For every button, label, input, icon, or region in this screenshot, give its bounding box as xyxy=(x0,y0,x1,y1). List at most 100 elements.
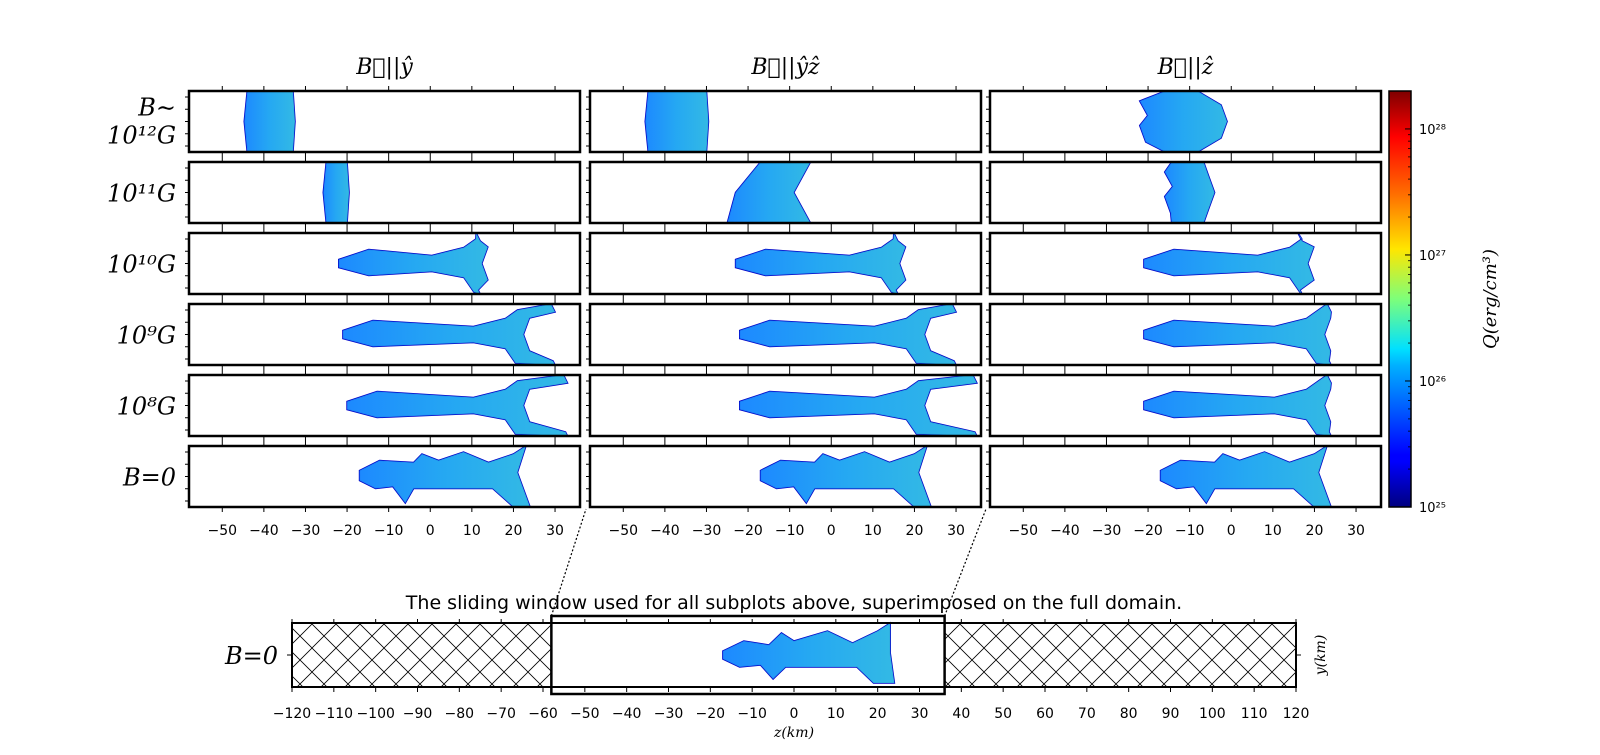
x-tick-label: 30 xyxy=(546,523,564,539)
heat-region xyxy=(337,233,489,294)
panel-r4-c1 xyxy=(185,299,582,370)
panel-r1-c2 xyxy=(586,86,983,157)
x-tick-label: −30 xyxy=(291,523,321,539)
bottom-x-tick-label: −70 xyxy=(486,706,516,722)
heat-region xyxy=(1143,304,1332,365)
heat-region xyxy=(738,304,958,365)
x-tick-label: −10 xyxy=(1175,523,1205,539)
heat-region xyxy=(1143,375,1332,436)
row-label-line2: 10¹²G xyxy=(107,122,176,150)
column-title-2: B⃗||ŷẑ xyxy=(750,55,820,80)
x-tick-label: 20 xyxy=(505,523,523,539)
x-tick-label: 30 xyxy=(1347,523,1365,539)
row-label: 10¹¹G xyxy=(107,180,176,208)
colorbar-tick-label: 10²⁷ xyxy=(1419,249,1446,264)
panel-r6-c3 xyxy=(986,441,1383,512)
bottom-x-tick-label: 30 xyxy=(911,706,929,722)
x-tick-label: 20 xyxy=(906,523,924,539)
x-tick-label: 0 xyxy=(426,523,435,539)
colorbar-bar xyxy=(1388,90,1412,508)
bottom-x-tick-label: 100 xyxy=(1199,706,1226,722)
x-tick-label: 20 xyxy=(1306,523,1324,539)
heat-region xyxy=(759,446,932,507)
x-tick-label: −40 xyxy=(249,523,279,539)
panel-r1-c3 xyxy=(986,86,1383,157)
colorbar-tick-label: 10²⁸ xyxy=(1419,123,1446,138)
bottom-x-tick-label: 0 xyxy=(790,706,799,722)
bottom-x-tick-label: 90 xyxy=(1162,706,1180,722)
bottom-x-tick-label: −90 xyxy=(403,706,433,722)
column-title-1: B⃗||ŷ xyxy=(355,55,413,80)
bottom-x-tick-label: −10 xyxy=(737,706,767,722)
colorbar-tick-label: 10²⁵ xyxy=(1419,501,1446,516)
bottom-x-tick-label: −30 xyxy=(654,706,684,722)
panel-r4-c2 xyxy=(586,299,983,370)
panel-r3-c1 xyxy=(185,228,582,299)
bottom-x-tick-label: 70 xyxy=(1078,706,1096,722)
heat-region xyxy=(1143,233,1315,294)
bottom-x-tick-label: 50 xyxy=(994,706,1012,722)
bottom-x-tick-label: 10 xyxy=(827,706,845,722)
bottom-ylabel: y(km) xyxy=(1313,635,1329,677)
heat-region xyxy=(243,91,296,152)
heat-region xyxy=(322,162,350,223)
row-label: 10⁹G xyxy=(117,322,176,350)
x-tick-label: −40 xyxy=(650,523,680,539)
panel-r1-c1 xyxy=(185,86,582,157)
bottom-x-tick-label: 60 xyxy=(1036,706,1054,722)
column-title-3: B⃗||ẑ xyxy=(1157,55,1214,80)
bottom-x-tick-label: −40 xyxy=(612,706,642,722)
x-tick-label: −40 xyxy=(1050,523,1080,539)
bottom-x-tick-label: −100 xyxy=(356,706,394,722)
heat-region xyxy=(1163,162,1216,223)
heat-region xyxy=(358,446,531,507)
heat-region xyxy=(1159,446,1332,507)
x-tick-label: 10 xyxy=(1264,523,1282,539)
bottom-x-tick-label: 20 xyxy=(869,706,887,722)
bottom-x-tick-label: −60 xyxy=(528,706,558,722)
bottom-x-tick-label: 110 xyxy=(1241,706,1268,722)
panel-r5-c3 xyxy=(986,370,1383,441)
x-tick-label: −20 xyxy=(733,523,763,539)
panel-r5-c1 xyxy=(185,370,582,441)
row-label: 10¹⁰G xyxy=(107,251,176,279)
x-tick-label: 10 xyxy=(864,523,882,539)
bottom-panel-title: The sliding window used for all subplots… xyxy=(405,592,1182,614)
bottom-x-tick-label: 120 xyxy=(1283,706,1310,722)
heat-region xyxy=(726,162,812,223)
x-tick-label: 0 xyxy=(1227,523,1236,539)
x-tick-label: −50 xyxy=(1009,523,1039,539)
panel-r6-c1 xyxy=(185,441,582,512)
colorbar-label: Q(erg/cm³) xyxy=(1480,249,1501,349)
colorbar-tick-label: 10²⁶ xyxy=(1419,375,1446,390)
panel-r2-c1 xyxy=(185,157,582,228)
x-tick-label: −10 xyxy=(775,523,805,539)
bottom-xlabel: z(km) xyxy=(773,725,814,741)
sliding-window-frame xyxy=(550,614,946,696)
panel-r3-c2 xyxy=(586,228,983,299)
row-label: B=0 xyxy=(122,464,176,492)
heat-region xyxy=(346,375,569,436)
x-tick-label: −30 xyxy=(692,523,722,539)
x-tick-label: −30 xyxy=(1092,523,1122,539)
heat-region xyxy=(734,233,907,294)
x-tick-label: 10 xyxy=(463,523,481,539)
bottom-row-label: B=0 xyxy=(224,642,278,670)
bottom-x-tick-label: 80 xyxy=(1120,706,1138,722)
panel-r6-c2 xyxy=(586,441,983,512)
x-tick-label: 0 xyxy=(827,523,836,539)
bottom-x-tick-label: −20 xyxy=(696,706,726,722)
panel-r3-c3 xyxy=(986,228,1383,299)
x-tick-label: −10 xyxy=(374,523,404,539)
x-tick-label: −50 xyxy=(609,523,639,539)
heat-region xyxy=(342,304,557,365)
x-tick-label: 30 xyxy=(947,523,965,539)
bottom-x-tick-label: −80 xyxy=(445,706,475,722)
row-label: 10⁸G xyxy=(117,393,176,421)
x-tick-label: −50 xyxy=(208,523,238,539)
panel-r5-c2 xyxy=(586,370,983,441)
bottom-x-tick-label: −50 xyxy=(570,706,600,722)
bottom-x-tick-label: −120 xyxy=(273,706,311,722)
heat-region xyxy=(1138,91,1228,152)
heat-region xyxy=(738,375,978,436)
